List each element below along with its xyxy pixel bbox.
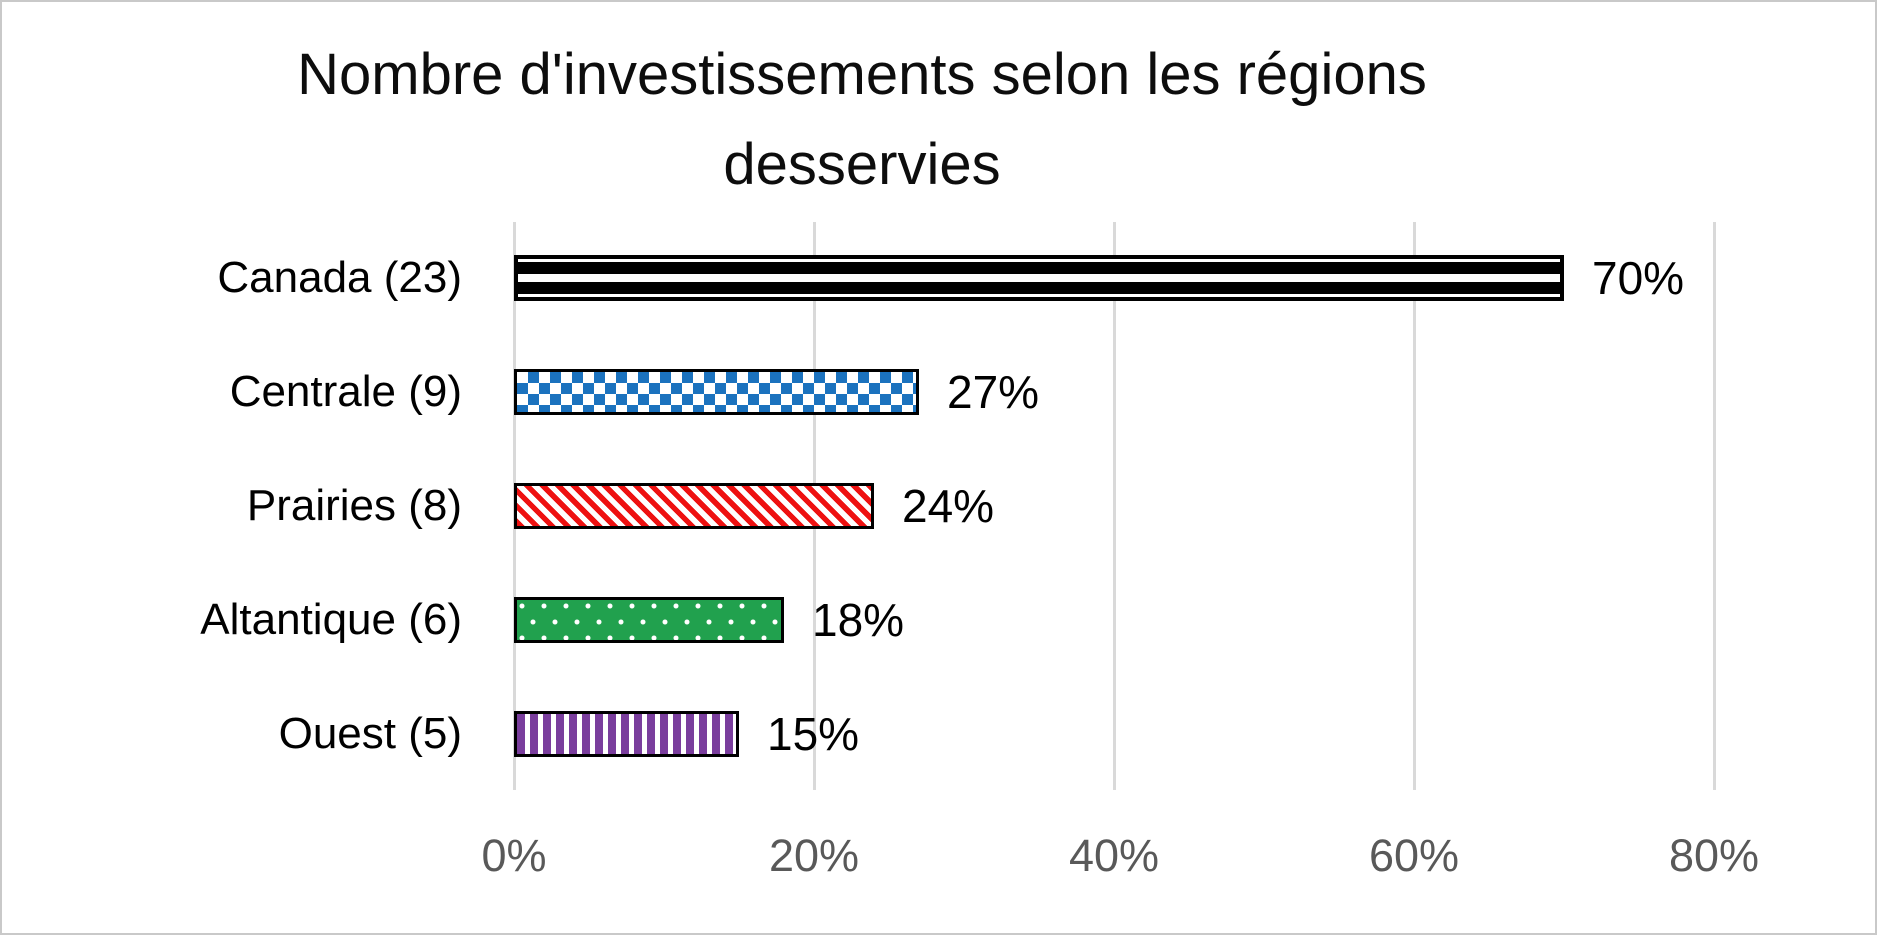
category-label: Centrale (9): [229, 367, 462, 416]
value-label: 27%: [947, 366, 1040, 418]
bar-row: Prairies (8) 24%: [2, 483, 1875, 529]
bar-canada[interactable]: [514, 255, 1564, 301]
bar-row: Altantique (6) 18%: [2, 597, 1875, 643]
category-label: Ouest (5): [278, 709, 462, 758]
gridline: [1113, 222, 1116, 790]
bar-ouest[interactable]: [514, 711, 739, 757]
gridline: [1413, 222, 1416, 790]
bar-row: Canada (23) 70%: [2, 255, 1875, 301]
bar-row: Centrale (9) 27%: [2, 369, 1875, 415]
value-label: 70%: [1592, 252, 1685, 304]
bar-row: Ouest (5) 15%: [2, 711, 1875, 757]
bar-centrale[interactable]: [514, 369, 919, 415]
category-label: Altantique (6): [200, 595, 462, 644]
chart-title: Nombre d'investissements selon les régio…: [297, 42, 1427, 197]
value-label: 15%: [767, 708, 860, 760]
gridline: [1713, 222, 1716, 790]
x-tick-label: 0%: [481, 830, 547, 881]
category-label: Canada (23): [217, 253, 462, 302]
value-label: 18%: [812, 594, 905, 646]
value-label: 24%: [902, 480, 995, 532]
x-tick-label: 60%: [1368, 830, 1460, 881]
bar-altantique[interactable]: [514, 597, 784, 643]
category-label: Prairies (8): [246, 481, 462, 530]
bar-prairies[interactable]: [514, 483, 874, 529]
x-tick-label: 20%: [768, 830, 860, 881]
x-tick-label: 80%: [1668, 830, 1760, 881]
x-tick-label: 40%: [1068, 830, 1160, 881]
